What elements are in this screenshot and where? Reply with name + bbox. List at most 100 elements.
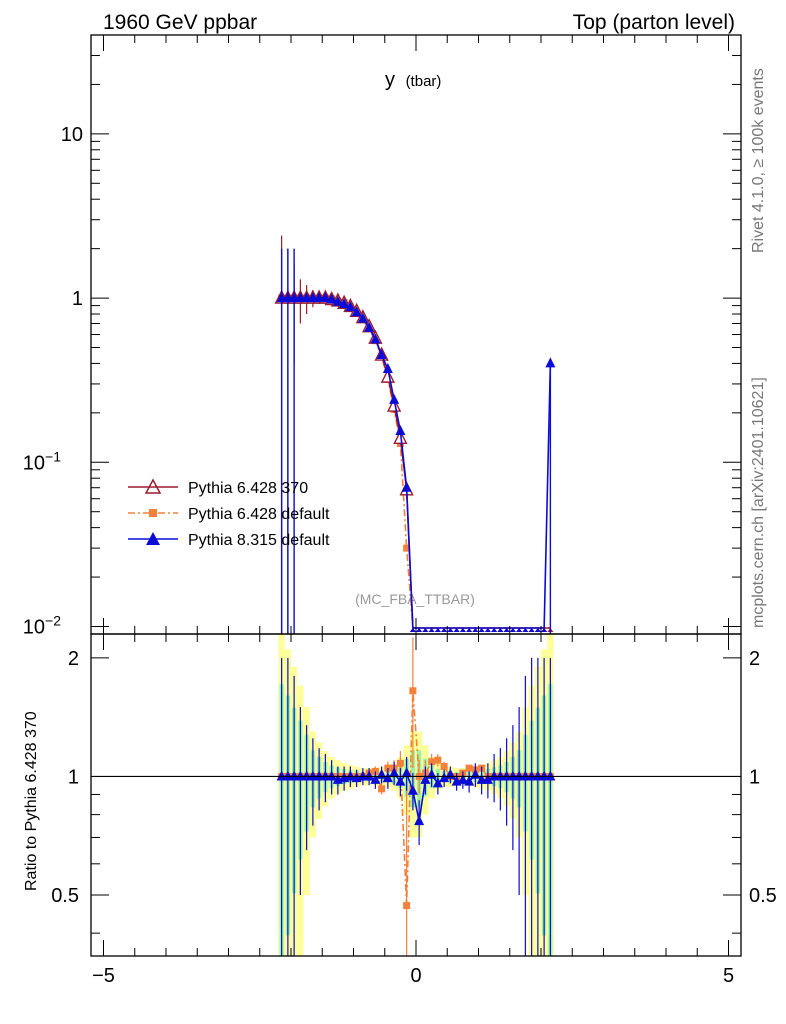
- side-label-bottom: mcplots.cern.ch [arXiv:2401.10621]: [750, 377, 767, 628]
- data-point-floor: [422, 628, 429, 632]
- ratio-point: [364, 770, 375, 781]
- data-point-floor: [459, 628, 466, 632]
- x-tick-label: 5: [723, 965, 734, 987]
- legend: Pythia 6.428 370 Pythia 6.428 default Py…: [128, 478, 330, 549]
- ratio-point: [465, 764, 473, 772]
- ratio-point: [409, 687, 417, 695]
- ratio-point: [326, 770, 337, 781]
- ratio-point: [414, 815, 425, 826]
- data-point: [326, 293, 337, 304]
- chart-title-main: y: [385, 69, 395, 91]
- data-point-floor: [516, 628, 523, 632]
- ratio-point: [482, 773, 493, 784]
- x-tick-label: 0: [410, 965, 421, 987]
- ratio-tick-label-right: 0.5: [749, 885, 777, 907]
- data-point: [370, 333, 381, 344]
- ratio-point: [370, 773, 381, 784]
- ratio-panel-content: [276, 634, 556, 956]
- series-line: [281, 297, 551, 629]
- data-point-floor: [428, 628, 435, 632]
- ratio-point: [440, 762, 448, 770]
- data-point-floor: [441, 628, 448, 632]
- legend-label: Pythia 6.428 default: [188, 506, 330, 523]
- data-point: [382, 362, 393, 373]
- legend-marker-square: [149, 509, 157, 517]
- data-point: [320, 292, 331, 303]
- legend-marker-triangle: [146, 532, 160, 545]
- y-tick-exp: −1: [45, 448, 61, 464]
- data-point: [403, 544, 411, 552]
- x-tick-label: −5: [92, 965, 115, 987]
- ratio-point: [382, 772, 393, 783]
- analysis-label: (MC_FBA_TTBAR): [355, 591, 475, 607]
- ratio-point: [396, 759, 404, 767]
- data-point: [401, 481, 412, 492]
- data-point-floor: [528, 628, 535, 632]
- data-point-floor: [409, 628, 416, 632]
- data-point-floor: [447, 628, 454, 632]
- data-point-floor: [534, 628, 541, 632]
- ratio-tick-label-right: 2: [749, 648, 760, 670]
- data-point: [339, 298, 350, 309]
- data-point-floor: [503, 628, 510, 632]
- y-tick-label: 10: [61, 124, 83, 146]
- data-point-floor: [484, 628, 491, 632]
- ratio-point: [434, 756, 442, 764]
- data-point: [395, 425, 406, 436]
- ratio-point: [420, 773, 431, 784]
- ratio-point: [457, 773, 468, 784]
- data-point: [364, 321, 375, 332]
- y-tick-label: 1: [72, 288, 83, 310]
- data-point: [376, 349, 387, 360]
- ratio-point: [464, 775, 475, 786]
- ratio-point: [345, 770, 356, 781]
- series-line: [281, 297, 551, 629]
- data-point: [386, 397, 402, 412]
- y-tick-base: 10: [23, 616, 45, 638]
- data-point-floor: [491, 628, 498, 632]
- ratio-tick-label-left: 1: [68, 766, 79, 788]
- ratio-point: [378, 785, 386, 793]
- data-point-floor: [497, 628, 504, 632]
- legend-label: Pythia 8.315 default: [188, 532, 330, 549]
- ratio-point: [407, 784, 418, 795]
- ratio-ylabel: Ratio to Pythia 6.428 370: [23, 711, 40, 891]
- data-point-floor: [472, 628, 479, 632]
- ratio-point: [395, 775, 406, 786]
- ratio-tick-label-left: 2: [68, 648, 79, 670]
- y-tick-label: 10−1: [23, 448, 61, 474]
- y-tick-base: 10: [23, 452, 45, 474]
- ratio-point: [432, 777, 443, 788]
- legend-item-p6-370: Pythia 6.428 370: [128, 478, 308, 497]
- header-left: 1960 GeV ppbar: [103, 11, 257, 34]
- legend-item-p6-default: Pythia 6.428 default: [128, 506, 330, 523]
- data-point-floor: [416, 628, 423, 632]
- data-point-floor: [509, 628, 516, 632]
- data-point: [345, 301, 356, 312]
- header-right: Top (parton level): [573, 11, 735, 34]
- ratio-point: [403, 902, 411, 910]
- data-point-floor: [453, 628, 460, 632]
- data-point-floor: [522, 628, 529, 632]
- y-tick-label: 10−2: [23, 612, 61, 638]
- chart-title-sub: (tbar): [406, 73, 442, 90]
- ratio-tick-label-right: 1: [749, 766, 760, 788]
- data-point: [380, 368, 396, 383]
- y-tick-exp: −2: [45, 612, 61, 628]
- side-label-top: Rivet 4.1.0, ≥ 100k events: [750, 68, 767, 253]
- legend-item-p8-default: Pythia 8.315 default: [128, 532, 330, 549]
- ratio-point: [401, 767, 412, 778]
- data-point-floor: [541, 628, 548, 632]
- ratio-point: [428, 758, 436, 766]
- legend-label: Pythia 6.428 370: [188, 480, 308, 497]
- series-line: [281, 297, 552, 629]
- data-point: [389, 393, 400, 404]
- ratio-tick-label-left: 0.5: [51, 885, 79, 907]
- ratio-point: [439, 772, 450, 783]
- data-point-floor: [434, 628, 441, 632]
- chart-title: y (tbar): [385, 69, 441, 91]
- ratio-point: [545, 770, 556, 781]
- data-point-floor: [466, 628, 473, 632]
